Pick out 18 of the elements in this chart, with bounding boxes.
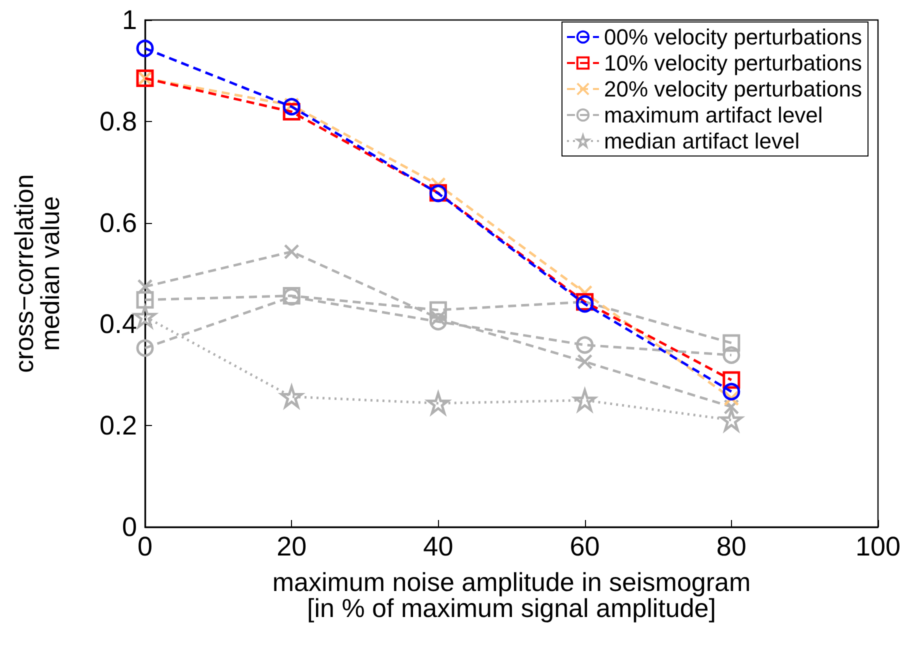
x-tick-label: 100 xyxy=(855,532,901,562)
y-tick-label: 1 xyxy=(122,5,137,35)
y-tick-label: 0.2 xyxy=(99,410,137,441)
x-tick-label: 80 xyxy=(716,532,746,562)
x-tick-label: 60 xyxy=(570,532,600,562)
legend-label: 00% velocity perturbations xyxy=(604,24,862,50)
x-axis-title: maximum noise amplitude in seismogram [in % of maximum signal amplitude] xyxy=(272,567,751,623)
x-tick-label: 40 xyxy=(423,532,454,562)
legend-label: median artifact level xyxy=(604,128,800,154)
legend-label: 10% velocity perturbations xyxy=(604,50,862,76)
y-tick-label: 0.8 xyxy=(99,106,137,136)
legend-label: 20% velocity perturbations xyxy=(604,76,862,102)
y-tick-label: 0.6 xyxy=(99,208,137,238)
y-axis-title: cross−correlation median value xyxy=(9,174,65,373)
y-tick-label: 0 xyxy=(122,512,137,542)
y-tick-label: 0.4 xyxy=(99,309,137,340)
legend-label: maximum artifact level xyxy=(604,102,823,128)
x-tick-label: 20 xyxy=(276,532,307,562)
